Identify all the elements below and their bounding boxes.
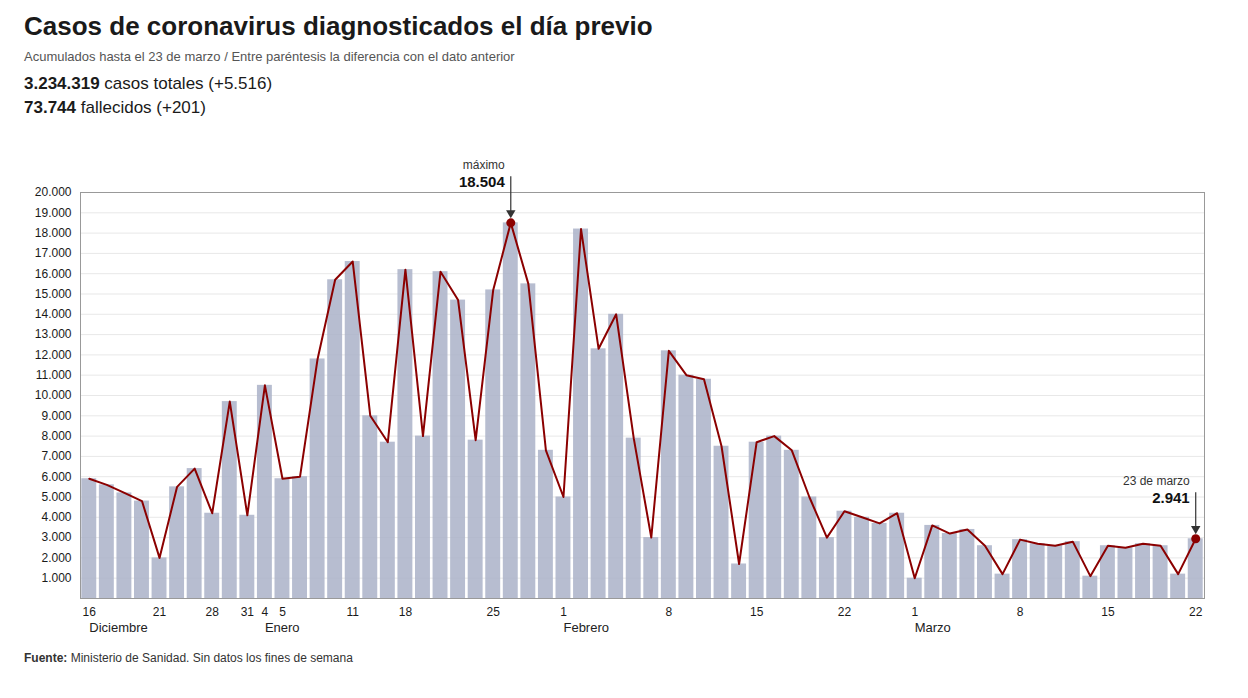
svg-text:28: 28 <box>206 605 220 619</box>
svg-text:Enero: Enero <box>265 620 300 635</box>
svg-text:5.000: 5.000 <box>41 490 71 504</box>
svg-text:22: 22 <box>1189 605 1203 619</box>
svg-text:19.000: 19.000 <box>35 206 72 220</box>
svg-text:4: 4 <box>262 605 269 619</box>
svg-text:11.000: 11.000 <box>36 368 72 382</box>
svg-text:22: 22 <box>838 605 852 619</box>
svg-text:23 de marzo: 23 de marzo <box>1123 474 1190 488</box>
svg-text:3.000: 3.000 <box>41 530 71 544</box>
html-text:Casos de coronavirus diagnosti: Casos de coronavirus diagnosticados el d… <box>24 11 653 41</box>
html-text:Fuente: Ministerio de Sanidad.: Fuente: Ministerio de Sanidad. Sin datos… <box>24 651 353 665</box>
svg-text:21: 21 <box>153 605 167 619</box>
svg-text:31: 31 <box>241 605 255 619</box>
svg-text:5: 5 <box>279 605 286 619</box>
svg-text:15.000: 15.000 <box>35 287 72 301</box>
svg-text:9.000: 9.000 <box>41 409 71 423</box>
svg-text:25: 25 <box>487 605 501 619</box>
svg-text:11: 11 <box>346 605 359 619</box>
svg-text:1: 1 <box>560 605 567 619</box>
svg-text:6.000: 6.000 <box>41 470 71 484</box>
svg-text:15: 15 <box>750 605 764 619</box>
svg-text:18.000: 18.000 <box>35 226 72 240</box>
svg-text:18.504: 18.504 <box>459 173 506 190</box>
svg-text:8.000: 8.000 <box>41 429 71 443</box>
svg-text:14.000: 14.000 <box>35 307 72 321</box>
svg-text:20.000: 20.000 <box>35 185 72 199</box>
svg-text:13.000: 13.000 <box>35 327 72 341</box>
html-text:73.744 fallecidos (+201): 73.744 fallecidos (+201) <box>24 98 206 117</box>
html-text:3.234.319 casos totales (+5.51: 3.234.319 casos totales (+5.516) <box>24 74 273 93</box>
svg-text:2.941: 2.941 <box>1152 489 1190 506</box>
svg-text:Marzo: Marzo <box>915 620 951 635</box>
svg-text:7.000: 7.000 <box>41 449 71 463</box>
svg-text:16: 16 <box>83 605 97 619</box>
svg-text:17.000: 17.000 <box>35 246 72 260</box>
svg-text:4.000: 4.000 <box>41 510 71 524</box>
svg-text:8: 8 <box>666 605 673 619</box>
svg-text:8: 8 <box>1017 605 1024 619</box>
svg-text:Diciembre: Diciembre <box>89 620 148 635</box>
svg-text:Febrero: Febrero <box>563 620 609 635</box>
svg-text:15: 15 <box>1101 605 1115 619</box>
html-text:Acumulados hasta el 23 de marz: Acumulados hasta el 23 de marzo / Entre … <box>24 49 515 64</box>
svg-text:1: 1 <box>911 605 918 619</box>
svg-text:1.000: 1.000 <box>41 571 71 585</box>
svg-text:máximo: máximo <box>463 158 505 172</box>
svg-text:16.000: 16.000 <box>35 267 72 281</box>
svg-text:2.000: 2.000 <box>41 551 71 565</box>
svg-text:18: 18 <box>399 605 413 619</box>
svg-text:12.000: 12.000 <box>35 348 72 362</box>
svg-text:10.000: 10.000 <box>35 388 72 402</box>
